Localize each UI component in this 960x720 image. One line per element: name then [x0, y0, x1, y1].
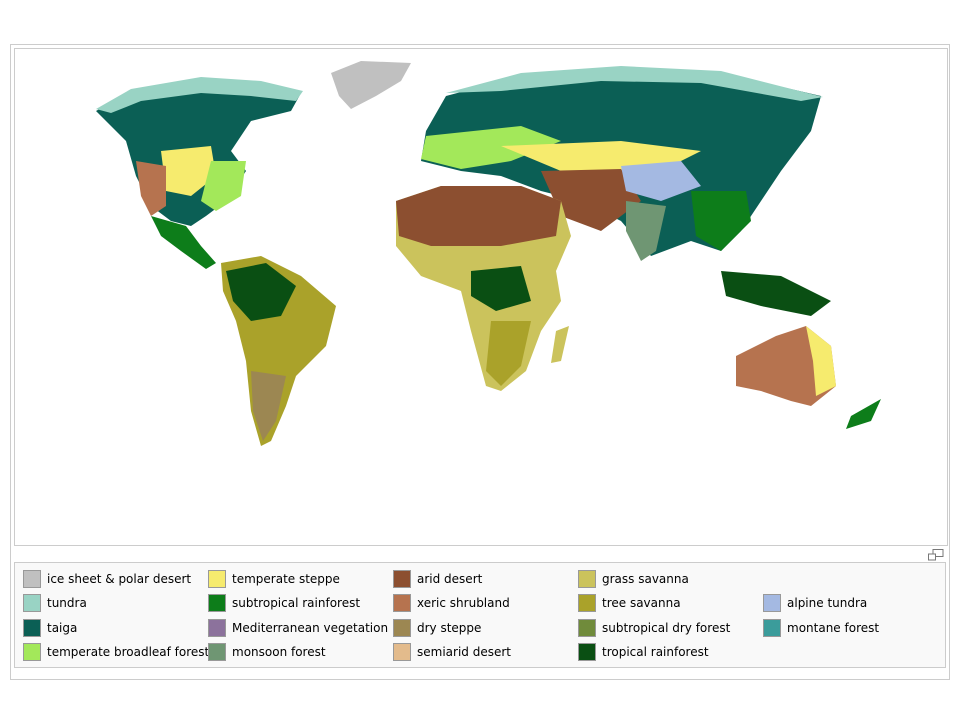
india [626, 201, 666, 261]
tundra-eurasia [446, 66, 823, 101]
congo [471, 266, 531, 311]
new-zealand [846, 399, 881, 429]
legend-item: ice sheet & polar desert [23, 569, 191, 589]
legend-item: tundra [23, 593, 87, 613]
tundra-na [96, 77, 303, 113]
legend-item: semiarid desert [393, 642, 511, 662]
legend-swatch [23, 594, 41, 612]
legend-swatch [578, 643, 596, 661]
greenland [331, 61, 411, 109]
legend-label: grass savanna [602, 572, 689, 586]
legend-item: xeric shrubland [393, 593, 510, 613]
legend-label: tundra [47, 596, 87, 610]
legend-swatch [208, 619, 226, 637]
legend-swatch [393, 643, 411, 661]
legend-swatch [578, 570, 596, 588]
madagascar [551, 326, 569, 363]
legend-label: xeric shrubland [417, 596, 510, 610]
enlarge-icon[interactable] [928, 549, 944, 561]
legend-label: tropical rainforest [602, 645, 709, 659]
legend-swatch [208, 643, 226, 661]
legend-label: temperate steppe [232, 572, 340, 586]
legend-item: arid desert [393, 569, 482, 589]
australia-east [806, 326, 836, 396]
legend-item: Mediterranean vegetation [208, 618, 388, 638]
legend-swatch [393, 619, 411, 637]
legend-label: Mediterranean vegetation [232, 621, 389, 635]
legend-item: dry steppe [393, 618, 481, 638]
legend-item: tropical rainforest [578, 642, 709, 662]
legend-item: temperate broadleaf forest [23, 642, 209, 662]
legend-item: monsoon forest [208, 642, 326, 662]
legend-label: alpine tundra [787, 596, 868, 610]
legend-label: montane forest [787, 621, 880, 635]
legend-swatch [578, 594, 596, 612]
steppe-na [161, 146, 216, 196]
legend-item: montane forest [763, 618, 879, 638]
legend-label: dry steppe [417, 621, 482, 635]
xeric-na [136, 161, 166, 216]
patagonia [251, 371, 286, 441]
legend-swatch [763, 594, 781, 612]
china-south [691, 191, 751, 251]
europe [421, 126, 561, 169]
legend-swatch [578, 619, 596, 637]
legend-swatch [23, 643, 41, 661]
legend-label: ice sheet & polar desert [47, 572, 192, 586]
legend-label: arid desert [417, 572, 483, 586]
legend-item: subtropical rainforest [208, 593, 360, 613]
legend-item: subtropical dry forest [578, 618, 730, 638]
legend-swatch [393, 594, 411, 612]
legend-label: subtropical dry forest [602, 621, 731, 635]
legend-swatch [208, 570, 226, 588]
legend-label: temperate broadleaf forest [47, 645, 210, 659]
legend-item: grass savanna [578, 569, 689, 589]
legend-label: tree savanna [602, 596, 681, 610]
broadleaf-na [201, 161, 246, 211]
legend-item: taiga [23, 618, 77, 638]
legend-item: tree savanna [578, 593, 681, 613]
middle-east [541, 169, 641, 231]
world-map [96, 61, 881, 446]
legend-swatch [23, 570, 41, 588]
central-america [151, 216, 216, 269]
indonesia [721, 271, 831, 316]
legend-swatch [23, 619, 41, 637]
map [14, 48, 948, 546]
amazon [226, 263, 296, 321]
legend-swatch [763, 619, 781, 637]
legend-swatch [393, 570, 411, 588]
legend-label: taiga [47, 621, 78, 635]
legend-item: alpine tundra [763, 593, 867, 613]
legend-item: temperate steppe [208, 569, 340, 589]
tibet [621, 161, 701, 201]
legend: ice sheet & polar desert tundra taiga tempe… [14, 562, 946, 668]
south-africa [486, 321, 531, 386]
legend-label: monsoon forest [232, 645, 326, 659]
legend-label: subtropical rainforest [232, 596, 361, 610]
legend-label: semiarid desert [417, 645, 511, 659]
legend-swatch [208, 594, 226, 612]
sahara [396, 186, 561, 246]
